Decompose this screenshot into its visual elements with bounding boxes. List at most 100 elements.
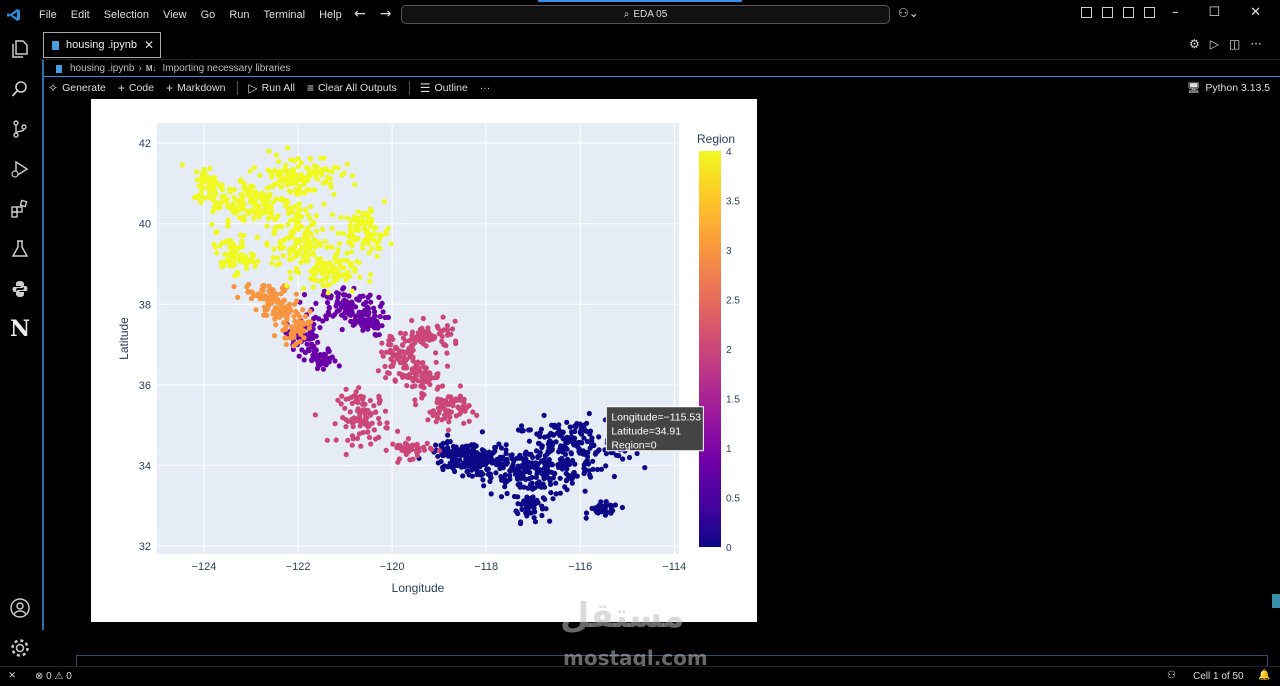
copilot-menu-icon[interactable]: ⚇⌄ — [898, 6, 919, 20]
menu-help[interactable]: Help — [319, 9, 342, 21]
data-point — [356, 418, 363, 424]
data-point — [524, 494, 530, 500]
data-point — [375, 325, 381, 331]
toggle-panel-icon[interactable] — [1123, 7, 1134, 18]
data-point — [570, 474, 576, 480]
run-debug-icon[interactable] — [9, 158, 31, 180]
data-point — [285, 211, 292, 217]
data-point — [257, 172, 263, 178]
toggle-secondary-sidebar-icon[interactable] — [1144, 7, 1155, 18]
data-point — [253, 307, 259, 313]
split-editor-icon[interactable]: ◫ — [1229, 37, 1241, 51]
more-actions-icon[interactable]: ··· — [1250, 37, 1262, 51]
data-point — [355, 235, 361, 241]
data-point — [608, 506, 615, 512]
run-icon[interactable]: ▷ — [1209, 37, 1219, 51]
command-center-search[interactable]: ⌕ EDA 05 — [401, 5, 890, 24]
scatter-chart[interactable]: −124 −122 −120 −118 −116 −114323436384042Long… — [91, 99, 757, 622]
explorer-icon[interactable] — [9, 38, 31, 60]
data-point — [308, 243, 314, 249]
data-point — [285, 222, 291, 228]
data-point — [589, 438, 595, 444]
menu-view[interactable]: View — [162, 9, 187, 21]
cell-indicator[interactable]: Cell 1 of 50 — [1193, 671, 1244, 682]
menu-selection[interactable]: Selection — [103, 9, 149, 21]
notion-icon[interactable]: N — [9, 316, 31, 342]
copilot-icon[interactable]: ⚇ — [1167, 670, 1176, 681]
data-point — [590, 466, 596, 472]
forward-arrow-icon[interactable]: → — [379, 6, 392, 22]
customize-layout-icon[interactable] — [1081, 7, 1092, 18]
close-window-icon[interactable]: ✕ — [1250, 5, 1262, 20]
data-point — [321, 269, 327, 275]
breadcrumb-file[interactable]: housing .ipynb — [70, 63, 135, 74]
menu-terminal[interactable]: Terminal — [263, 9, 306, 21]
data-point — [346, 293, 352, 299]
data-point — [548, 490, 554, 496]
account-icon[interactable] — [9, 597, 31, 619]
data-point — [380, 353, 386, 359]
add-markdown-button[interactable]: + Markdown — [166, 81, 225, 95]
data-point — [347, 262, 353, 268]
maximize-icon[interactable]: ☐ — [1208, 5, 1221, 20]
data-point — [574, 473, 580, 479]
clear-outputs-button[interactable]: ≡ Clear All Outputs — [307, 81, 397, 95]
colorbar-title: Region — [697, 132, 735, 146]
extensions-icon[interactable] — [9, 198, 31, 220]
back-arrow-icon[interactable]: ← — [354, 6, 366, 22]
data-point — [272, 316, 278, 322]
bell-icon[interactable]: 🔔 — [1258, 670, 1271, 681]
menu-edit[interactable]: Edit — [70, 9, 90, 21]
data-point — [581, 435, 587, 441]
data-point — [466, 472, 472, 478]
data-point — [575, 439, 582, 446]
data-point — [410, 442, 416, 449]
remote-icon[interactable]: ⨯ — [8, 670, 17, 681]
scrollbar-thumb[interactable] — [1272, 594, 1280, 608]
menu-run[interactable]: Run — [229, 9, 250, 21]
toggle-sidebar-icon[interactable] — [1102, 7, 1113, 18]
menu-file[interactable]: File — [39, 9, 57, 21]
gear-icon[interactable] — [9, 637, 31, 659]
tab-housing-notebook[interactable]: housing .ipynb ✕ — [43, 32, 161, 58]
data-point — [320, 226, 326, 232]
search-sidebar-icon[interactable] — [9, 78, 31, 100]
source-control-icon[interactable] — [9, 118, 31, 140]
data-point — [287, 269, 293, 275]
problems-indicator[interactable]: ⊗ 0 ⚠ 0 — [35, 671, 72, 682]
data-point — [320, 318, 326, 324]
add-code-button[interactable]: + Code — [118, 81, 154, 95]
data-point — [332, 253, 338, 259]
python-icon[interactable] — [9, 278, 31, 300]
data-point — [240, 244, 246, 250]
breadcrumb-section[interactable]: Importing necessary libraries — [162, 63, 291, 74]
data-point — [349, 173, 356, 179]
data-point — [553, 491, 559, 497]
toolbar-separator — [237, 81, 239, 95]
data-point — [290, 166, 296, 172]
data-point — [309, 357, 315, 363]
data-point — [462, 452, 468, 458]
data-point — [298, 237, 304, 243]
run-all-button[interactable]: ▷ Run All — [248, 81, 295, 95]
data-point — [587, 472, 593, 478]
data-point — [431, 335, 437, 341]
menu-go[interactable]: Go — [200, 9, 216, 21]
data-point — [227, 186, 233, 192]
close-icon[interactable]: ✕ — [143, 38, 154, 52]
kernel-picker[interactable]: 🖥 Python 3.13.5 — [1187, 81, 1270, 95]
toolbar-more-button[interactable]: ··· — [480, 82, 491, 94]
data-point — [440, 464, 446, 470]
notebook-settings-icon[interactable]: ⚙ — [1189, 37, 1200, 51]
toolbar-separator — [408, 81, 410, 95]
data-point — [401, 444, 408, 451]
data-point — [244, 266, 250, 272]
testing-flask-icon[interactable] — [9, 238, 31, 260]
minimize-icon[interactable]: – — [1172, 5, 1179, 20]
outline-button[interactable]: ☰ Outline — [420, 81, 468, 95]
data-point — [328, 184, 334, 190]
data-point — [312, 168, 318, 174]
data-point — [288, 229, 294, 235]
generate-button[interactable]: ✧ Generate — [48, 81, 106, 95]
data-point — [298, 214, 304, 220]
